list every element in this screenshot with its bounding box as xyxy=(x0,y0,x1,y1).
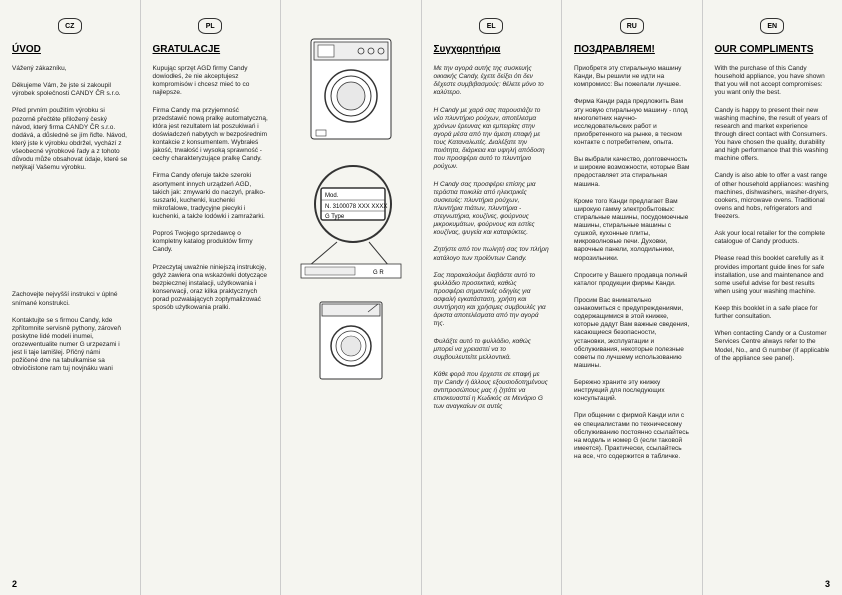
para: Κάθε φορά που έρχεστε σε επαφή με την Ca… xyxy=(434,371,550,412)
para: Η Candy σας προσφέρει επίσης μια τεράστι… xyxy=(434,181,550,238)
para: Φυλάξτε αυτό το φυλλάδιο, καθώς μπορεί ν… xyxy=(434,338,550,362)
para: При общении с фирмой Канди или с ее спец… xyxy=(574,412,690,461)
column-images: Mod. N. 3100078 XXX XXXX G Type G R xyxy=(281,0,422,595)
column-ru: RU ПОЗДРАВЛЯЕМ! Приобретя эту стиральную… xyxy=(562,0,703,595)
para: With the purchase of this Candy househol… xyxy=(715,65,831,98)
heading-el: Συγχαρητήρια xyxy=(434,44,550,55)
heading-en: OUR COMPLIMENTS xyxy=(715,44,831,55)
column-cz: CZ ÚVOD Vážený zákazníku, Děkujeme Vám, … xyxy=(0,0,141,595)
svg-text:G R: G R xyxy=(373,270,384,276)
para: Вы выбрали качество, долговечность и шир… xyxy=(574,156,690,189)
para: Кроме того Канди предлагает Вам широкую … xyxy=(574,198,690,263)
para: Firma Candy oferuje także szeroki asorty… xyxy=(153,172,269,221)
label-mod-text: Mod. xyxy=(325,193,339,199)
para: Ask your local retailer for the complete… xyxy=(715,230,831,246)
para: Candy is also able to offer a vast range… xyxy=(715,172,831,221)
para: Фирма Канди рада предложить Вам эту нову… xyxy=(574,98,690,147)
lang-badge-cz: CZ xyxy=(58,18,82,34)
lang-badge-ru: RU xyxy=(620,18,644,34)
para: Poproś Twojego sprzedawcę o kompletny ka… xyxy=(153,230,269,254)
para: Please read this booklet carefully as it… xyxy=(715,255,831,296)
para: Kupując sprzęt AGD firmy Candy dowiodłeś… xyxy=(153,65,269,98)
para: Ζητήστε από τον πωλητή σας τον πλήρη κατ… xyxy=(434,246,550,262)
para: Vážený zákazníku, xyxy=(12,65,128,73)
label-serial-text: N. 3100078 XXX XXXX xyxy=(325,204,387,210)
lang-badge-el: EL xyxy=(479,18,503,34)
label-type-text: G Type xyxy=(325,214,345,220)
washing-machine-illustration xyxy=(306,34,396,144)
model-label-callout: Mod. N. 3100078 XXX XXXX G Type G R xyxy=(293,154,413,294)
para: Zachovejte nejvyšší instrukci v úplné sn… xyxy=(12,291,128,307)
para: Před prvním použitím výrobku si pozorně … xyxy=(12,107,128,172)
para: Děkujeme Vám, že jste si zakoupil výrobe… xyxy=(12,82,128,98)
washing-machine-small xyxy=(316,298,386,383)
para: Με την αγορά αυτής της συσκευής οικιακής… xyxy=(434,65,550,98)
column-pl: PL GRATULACJE Kupując sprzęt AGD firmy C… xyxy=(141,0,282,595)
heading-ru: ПОЗДРАВЛЯЕМ! xyxy=(574,44,690,55)
para: Keep this booklet in a safe place for fu… xyxy=(715,305,831,321)
page-number-left: 2 xyxy=(12,579,17,589)
para: Σας παρακαλούμε διαβάστε αυτό το φυλλάδι… xyxy=(434,272,550,329)
para: Firma Candy ma przyjemność przedstawić n… xyxy=(153,107,269,164)
lang-badge-pl: PL xyxy=(198,18,222,34)
para: When contacting Candy or a Customer Serv… xyxy=(715,330,831,363)
para: Kontaktujte se s firmou Candy, kde zpřít… xyxy=(12,317,128,374)
para: Просим Вас внимательно ознакомиться с пр… xyxy=(574,297,690,370)
column-el: EL Συγχαρητήρια Με την αγορά αυτής της σ… xyxy=(422,0,563,595)
column-en: EN OUR COMPLIMENTS With the purchase of … xyxy=(703,0,842,595)
page-number-right: 3 xyxy=(825,579,830,589)
manual-spread: CZ ÚVOD Vážený zákazníku, Děkujeme Vám, … xyxy=(0,0,842,595)
para: Przeczytaj uważnie niniejszą instrukcję,… xyxy=(153,264,269,313)
lang-badge-en: EN xyxy=(760,18,784,34)
para: Спросите у Вашего продавца полный катало… xyxy=(574,272,690,288)
para: Приобретя эту стиральную машину Канди, В… xyxy=(574,65,690,89)
para: Candy is happy to present their new wash… xyxy=(715,107,831,164)
heading-cz: ÚVOD xyxy=(12,44,128,55)
para: Η Candy με χαρά σας παρουσιάζει το νέο π… xyxy=(434,107,550,172)
para: Бережно храните эту книжку инструкций дл… xyxy=(574,379,690,403)
heading-pl: GRATULACJE xyxy=(153,44,269,55)
